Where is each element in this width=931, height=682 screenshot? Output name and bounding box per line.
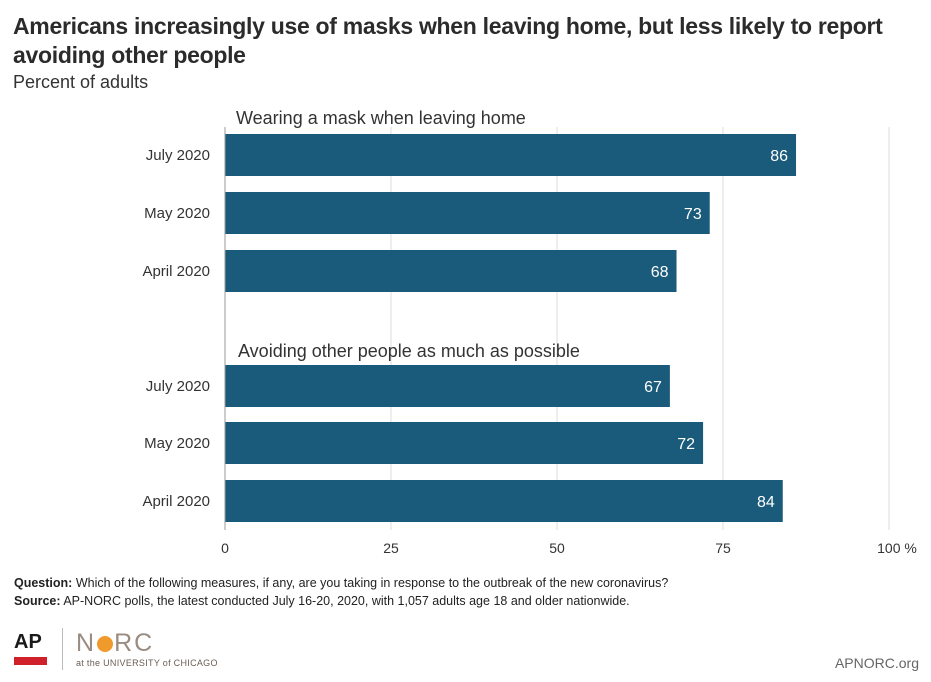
norc-logo-n: N [76, 629, 97, 657]
category-label: July 2020 [146, 378, 210, 395]
bar-chart: Wearing a mask when leaving home July 202… [142, 108, 917, 556]
ap-logo-text: AP [14, 631, 42, 653]
norc-logo-word: N RC [76, 630, 218, 656]
category-label: May 2020 [144, 205, 210, 222]
source-label: Source: [14, 594, 61, 608]
x-tick-label: 0 [221, 540, 229, 556]
bar [225, 480, 783, 522]
data-label: 84 [757, 494, 775, 511]
bar [225, 365, 670, 407]
x-tick-label: 25 [383, 540, 399, 556]
x-tick-label: 75 [715, 540, 731, 556]
category-label: April 2020 [142, 493, 210, 510]
x-tick-label: 50 [549, 540, 565, 556]
norc-logo: N RC at the UNIVERSITY of CHICAGO [76, 630, 218, 668]
question-label: Question: [14, 576, 73, 590]
question-note: Question: Which of the following measure… [14, 574, 668, 592]
bar [225, 192, 710, 234]
source-text: AP-NORC polls, the latest conducted July… [60, 594, 630, 608]
ap-logo-bar [14, 657, 47, 665]
data-label: 73 [684, 206, 702, 223]
norc-logo-subtitle: at the UNIVERSITY of CHICAGO [76, 658, 218, 668]
data-label: 68 [651, 264, 669, 281]
bar [225, 134, 797, 176]
bar [225, 422, 704, 464]
question-text: Which of the following measures, if any,… [72, 576, 669, 590]
category-label: April 2020 [142, 263, 210, 280]
group-label: Avoiding other people as much as possibl… [238, 341, 580, 361]
logo-divider [62, 628, 63, 670]
footnote: Question: Which of the following measure… [14, 574, 668, 610]
data-label: 86 [770, 148, 788, 165]
bar [225, 250, 677, 292]
x-tick-label: 100 % [877, 540, 917, 556]
ap-logo: AP [14, 632, 47, 665]
chart-subtitle: Percent of adults [13, 72, 149, 92]
data-label: 67 [644, 379, 662, 396]
chart-title: Americans increasingly use of masks when… [13, 13, 883, 68]
category-label: July 2020 [146, 147, 210, 164]
site-link[interactable]: APNORC.org [834, 655, 919, 671]
norc-logo-dot-icon [97, 636, 114, 652]
norc-logo-rc: RC [114, 629, 155, 657]
source-note: Source: AP-NORC polls, the latest conduc… [14, 592, 668, 610]
data-label: 72 [677, 436, 695, 453]
category-label: May 2020 [144, 435, 210, 452]
group-label: Wearing a mask when leaving home [236, 108, 526, 128]
